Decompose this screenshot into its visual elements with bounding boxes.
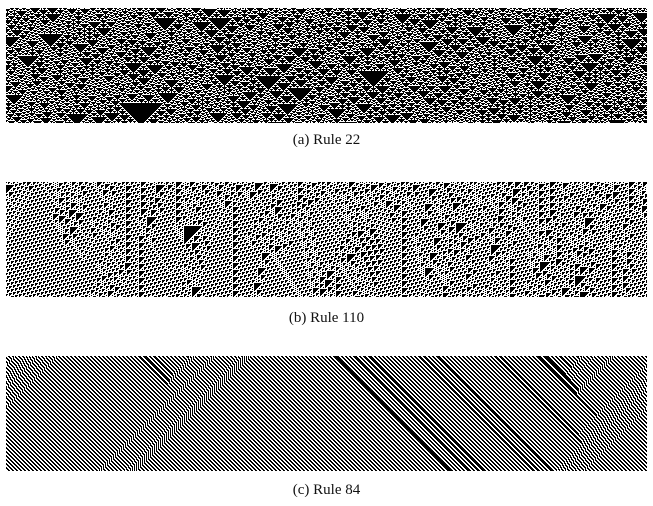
automaton-cells <box>6 182 647 297</box>
caption: (c) Rule 84 <box>292 482 361 498</box>
automaton-image <box>6 182 647 297</box>
caption: (b) Rule 110 <box>288 310 365 326</box>
automaton-image <box>6 8 647 123</box>
automaton-cells <box>6 8 647 123</box>
caption: (a) Rule 22 <box>292 132 361 148</box>
automaton-image <box>6 356 647 471</box>
automaton-cells <box>6 356 647 471</box>
